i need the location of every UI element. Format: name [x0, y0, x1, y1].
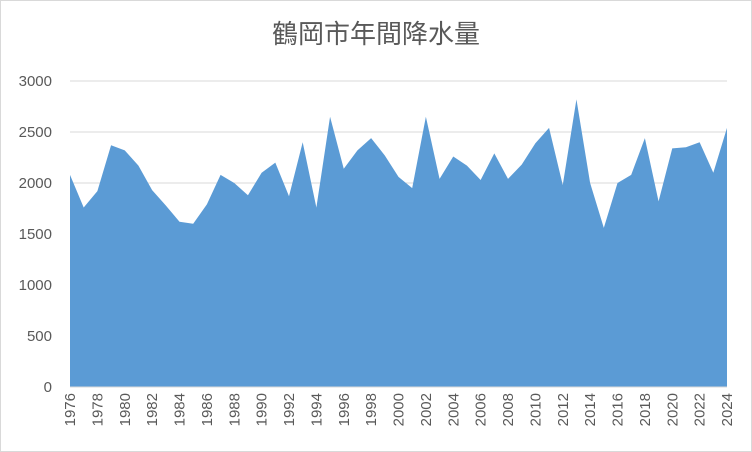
x-tick-label: 1978: [89, 393, 106, 426]
x-tick-label: 1980: [117, 393, 134, 426]
x-tick-label: 1998: [363, 393, 380, 426]
x-tick-label: 2020: [664, 393, 681, 426]
x-tick-label: 1976: [62, 393, 79, 426]
x-tick-label: 2004: [445, 393, 462, 426]
x-tick-label: 1994: [308, 393, 325, 426]
x-tick-label: 2002: [418, 393, 435, 426]
x-tick-label: 2018: [637, 393, 654, 426]
y-tick-label: 2500: [19, 124, 52, 141]
y-tick-label: 1500: [19, 226, 52, 243]
x-tick-label: 2010: [527, 393, 544, 426]
x-tick-label: 1988: [226, 393, 243, 426]
y-tick-label: 0: [44, 379, 52, 396]
x-tick-label: 2008: [500, 393, 517, 426]
x-tick-label: 1990: [254, 393, 271, 426]
y-tick-labels: 0 500 1000 1500 2000 2500 3000: [19, 73, 52, 396]
x-tick-label: 2000: [391, 393, 408, 426]
x-tick-label: 1982: [144, 393, 161, 426]
x-tick-label: 2016: [610, 393, 627, 426]
x-tick-label: 2006: [473, 393, 490, 426]
x-tick-label: 2014: [582, 393, 599, 426]
y-tick-label: 3000: [19, 73, 52, 90]
y-tick-label: 1000: [19, 277, 52, 294]
y-tick-label: 500: [27, 328, 52, 345]
x-tick-labels: 1976 1978 1980 1982 1984 1986 1988 1990 1992 1994…: [62, 393, 736, 426]
area-series-fill: [70, 99, 727, 388]
area-series: [70, 99, 727, 388]
x-tick-label: 2022: [692, 393, 709, 426]
x-tick-label: 1992: [281, 393, 298, 426]
x-tick-label: 1984: [172, 393, 189, 426]
x-tick-label: 2024: [719, 393, 736, 426]
x-tick-label: 2012: [555, 393, 572, 426]
x-tick-label: 1996: [336, 393, 353, 426]
chart-title: 鶴岡市年間降水量: [271, 20, 480, 50]
y-tick-label: 2000: [19, 175, 52, 192]
x-tick-label: 1986: [199, 393, 216, 426]
